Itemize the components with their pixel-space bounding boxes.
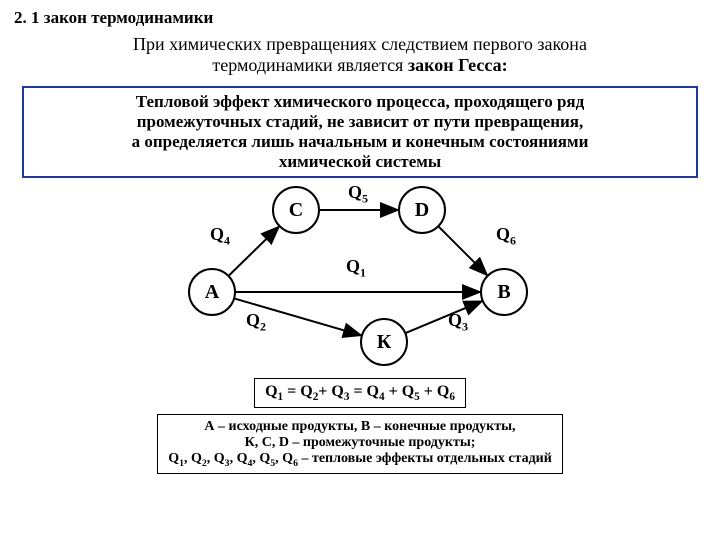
law-box: Тепловой эффект химического процесса, пр… — [22, 86, 698, 178]
node-A: А — [188, 268, 236, 316]
intro-line1: При химических превращениях следствием п… — [133, 34, 587, 54]
law-l1: Тепловой эффект химического процесса, пр… — [136, 92, 584, 111]
edge-label-Q4: Q4 — [210, 224, 230, 249]
edge-label-Q3: Q3 — [448, 310, 468, 335]
legend-box: А – исходные продукты, В – конечные прод… — [157, 414, 563, 474]
intro-bold: закон Гесса: — [408, 55, 508, 75]
edge-label-Q5: Q5 — [348, 182, 368, 207]
edge-label-Q1: Q1 — [346, 256, 366, 281]
node-K: К — [360, 318, 408, 366]
hess-diagram: Q1 Q4 Q5 Q6 Q2 Q3 А В С D К — [0, 182, 720, 372]
intro-text: При химических превращениях следствием п… — [0, 32, 720, 82]
law-l3: а определяется лишь начальным и конечным… — [132, 132, 589, 151]
law-l4: химической системы — [279, 152, 441, 171]
intro-line2: термодинамики является — [212, 55, 407, 75]
legend-l2: К, С, D – промежуточные продукты; — [245, 435, 476, 450]
section-heading: 2. 1 закон термодинамики — [0, 0, 720, 32]
edge-label-Q2: Q2 — [246, 310, 266, 335]
node-C: С — [272, 186, 320, 234]
edge-D-B — [439, 227, 487, 275]
edge-label-Q6: Q6 — [496, 224, 516, 249]
law-l2: промежуточных стадий, не зависит от пути… — [137, 112, 584, 131]
legend-l1: А – исходные продукты, В – конечные прод… — [204, 419, 515, 434]
equation-box: Q1 = Q2+ Q3 = Q4 + Q5 + Q6 — [254, 378, 466, 408]
edge-A-C — [229, 227, 279, 275]
edge-K-B — [406, 301, 482, 333]
node-B: В — [480, 268, 528, 316]
node-D: D — [398, 186, 446, 234]
